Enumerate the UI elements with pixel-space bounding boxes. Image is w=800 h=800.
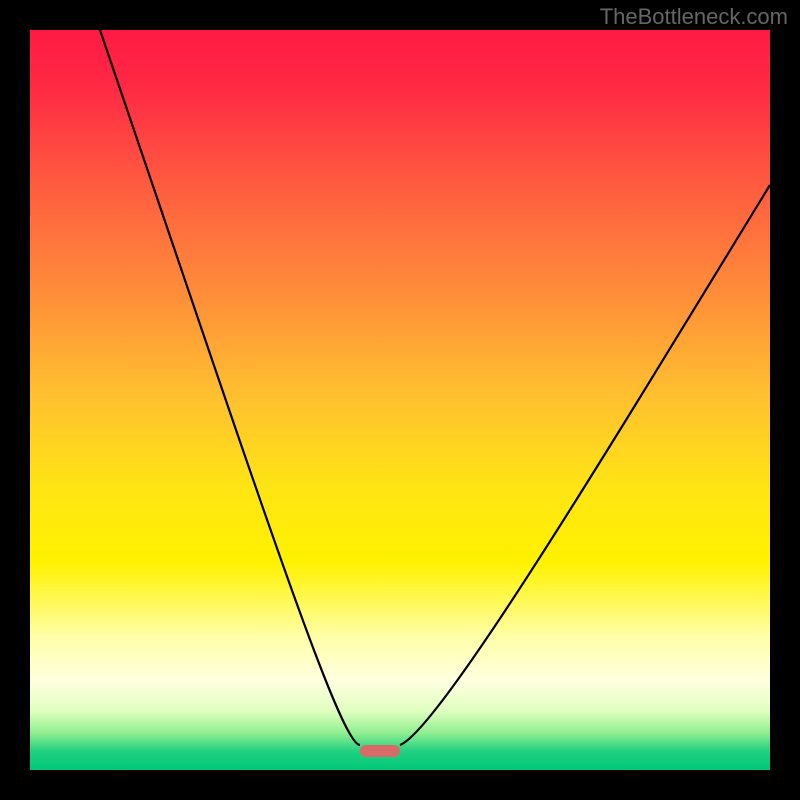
chart-container: TheBottleneck.com [0,0,800,800]
bottleneck-marker [360,745,400,757]
gradient-background [30,30,770,770]
watermark-text: TheBottleneck.com [600,4,788,30]
plot-area [30,30,770,770]
plot-svg [30,30,770,770]
